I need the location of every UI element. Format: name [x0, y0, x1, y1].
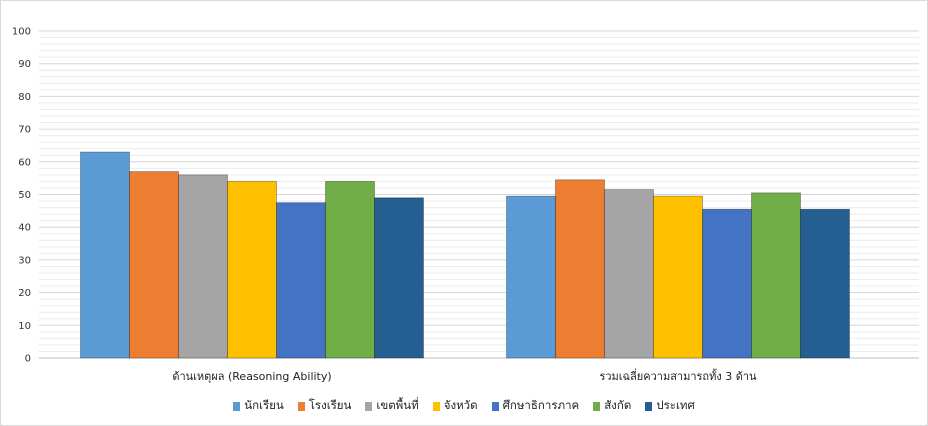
legend-item: จังหวัด — [432, 397, 478, 415]
legend-label: โรงเรียน — [308, 398, 352, 412]
y-tick-label: 10 — [18, 321, 31, 332]
legend-item: สังกัด — [593, 397, 631, 415]
bar-chart: 0 10 20 30 40 50 60 70 80 90 100 ด้านเหตุผล (Reason… — [12, 27, 919, 383]
legend-swatch — [233, 401, 241, 411]
legend-swatch — [593, 401, 601, 411]
bar — [227, 181, 277, 359]
legend-swatch — [432, 401, 440, 411]
bar — [751, 192, 801, 359]
y-tick-label: 90 — [18, 59, 31, 70]
legend-label: สังกัด — [604, 398, 632, 412]
legend-item: ศึกษาธิการภาค — [491, 397, 580, 415]
legend-swatch — [365, 401, 373, 411]
bar — [702, 208, 752, 359]
bar — [276, 202, 326, 359]
bar — [129, 171, 179, 359]
legend: นักเรียน โรงเรียน เขตพื้นที่ จังหวัด ศึกษาธิ… — [1, 397, 927, 415]
legend-item: นักเรียน — [233, 397, 284, 415]
bar — [506, 195, 556, 359]
legend-swatch — [297, 401, 305, 411]
y-tick-label: 0 — [25, 354, 31, 365]
legend-item: โรงเรียน — [297, 397, 352, 415]
y-tick-label: 60 — [18, 157, 31, 168]
y-tick-label: 30 — [18, 255, 31, 266]
bar — [374, 197, 424, 359]
category-label: รวมเฉลี่ยความสามารถทั้ง 3 ด้าน — [599, 368, 757, 383]
y-tick-label: 20 — [18, 288, 31, 299]
y-tick-label: 100 — [12, 27, 31, 38]
bar — [800, 208, 850, 359]
legend-label: นักเรียน — [244, 398, 284, 412]
legend-item: เขตพื้นที่ — [365, 397, 419, 415]
y-tick-label: 70 — [18, 125, 31, 136]
legend-label: ศึกษาธิการภาค — [502, 398, 580, 412]
legend-item: ประเทศ — [645, 397, 695, 415]
bar — [325, 181, 375, 359]
bar — [653, 195, 703, 359]
y-tick-label: 40 — [18, 223, 31, 234]
legend-swatch — [645, 401, 653, 411]
category-label: ด้านเหตุผล (Reasoning Ability) — [172, 370, 331, 383]
legend-swatch — [491, 401, 499, 411]
legend-label: เขตพื้นที่ — [376, 398, 419, 412]
bar — [555, 179, 605, 359]
legend-label: ประเทศ — [656, 398, 695, 412]
legend-label: จังหวัด — [443, 398, 478, 412]
y-tick-label: 50 — [18, 190, 31, 201]
y-tick-label: 80 — [18, 92, 31, 103]
bar — [80, 151, 130, 359]
bar — [178, 174, 228, 359]
bar — [604, 189, 654, 359]
